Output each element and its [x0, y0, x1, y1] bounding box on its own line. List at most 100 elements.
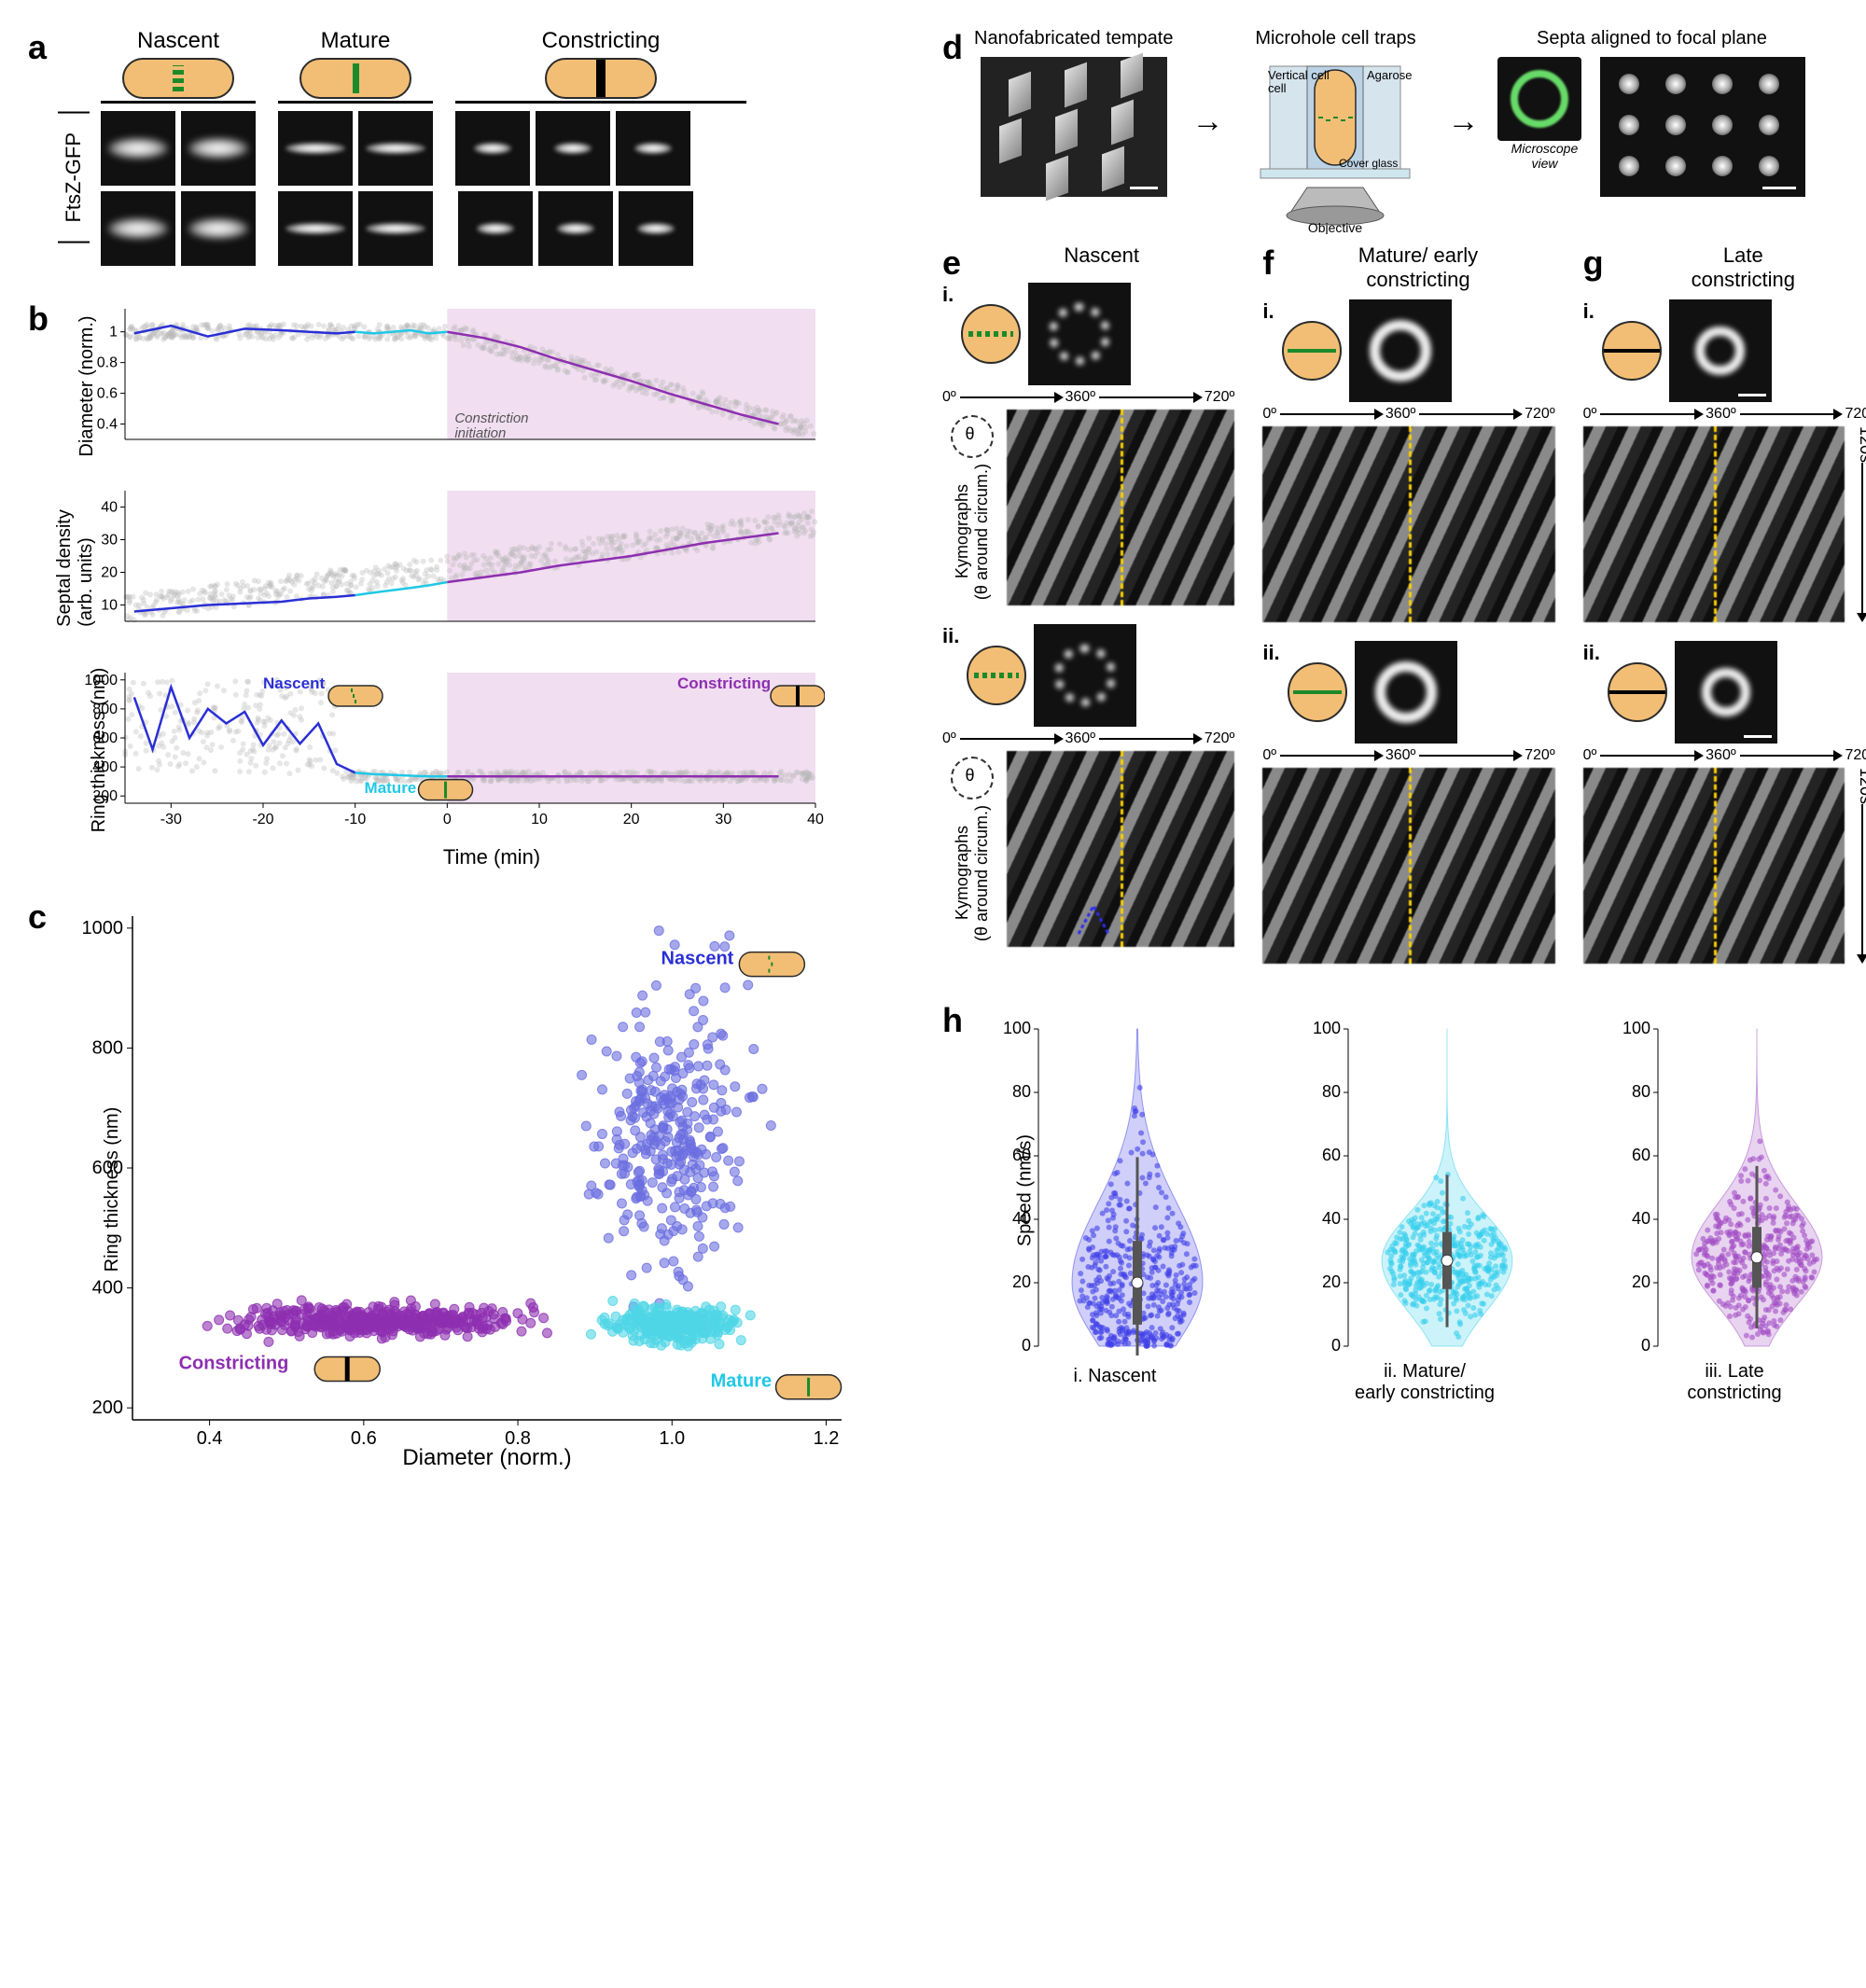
- svg-text:100: 100: [1003, 1020, 1031, 1037]
- svg-text:0.4: 0.4: [97, 417, 118, 433]
- stage-header: Constricting: [542, 28, 661, 54]
- micrograph: [181, 191, 256, 266]
- panel-h-label: h: [942, 1001, 963, 1404]
- micrograph: [458, 191, 533, 266]
- svg-text:20: 20: [1012, 1272, 1031, 1291]
- svg-text:30: 30: [101, 533, 118, 549]
- violin-label: i. Nascent: [1074, 1366, 1157, 1387]
- panel-b: b 0.40.60.81ConstrictioninitiationDiamet…: [28, 299, 924, 869]
- ring-image: [1028, 283, 1131, 385]
- sem-image: [981, 57, 1167, 197]
- violin-label: ii. Mature/early constricting: [1355, 1361, 1495, 1404]
- ring-image: [1669, 299, 1772, 402]
- svg-text:Nascent: Nascent: [661, 948, 734, 968]
- micrograph: [358, 111, 433, 186]
- svg-text:Diameter (norm.): Diameter (norm.): [402, 1445, 571, 1470]
- micrograph: [536, 111, 610, 186]
- svg-text:20: 20: [101, 565, 118, 581]
- svg-text:Mature: Mature: [711, 1371, 773, 1392]
- kymograph: [1262, 768, 1554, 964]
- micrograph: [181, 111, 256, 186]
- svg-text:20: 20: [1632, 1272, 1650, 1291]
- svg-text:80: 80: [1322, 1082, 1341, 1101]
- svg-text:1.0: 1.0: [659, 1428, 685, 1449]
- kymograph: [1007, 410, 1234, 605]
- svg-text:20: 20: [1322, 1272, 1341, 1291]
- svg-text:0: 0: [1022, 1336, 1031, 1355]
- stage-constricting: Constricting: [455, 28, 746, 271]
- panel-d-label: d: [942, 28, 963, 215]
- violin-0: 020406080100Speed (nm/s)i. Nascent: [974, 1020, 1256, 1387]
- theta-icon: [951, 757, 994, 799]
- y-axis-label: Ring thickness (nm): [89, 667, 110, 832]
- stage-column-g: gLateconstrictingi.0º360º720º120sii.0º36…: [1583, 243, 1866, 982]
- trap-diagram: Vertical cellcellAgaroseCover glassObjec…: [1242, 57, 1428, 215]
- x-axis-label: Time (min): [60, 845, 924, 869]
- svg-text:60: 60: [1632, 1146, 1650, 1164]
- svg-text:400: 400: [92, 1278, 123, 1299]
- micrograph: [101, 191, 175, 266]
- svg-text:1000: 1000: [82, 918, 124, 938]
- stage-header: Nascent: [137, 28, 219, 54]
- svg-text:60: 60: [1322, 1146, 1341, 1164]
- micrograph: [101, 111, 175, 186]
- svg-text:10: 10: [101, 598, 118, 614]
- micrograph: [455, 111, 530, 186]
- stage-mature: Mature: [278, 28, 433, 271]
- violin-label: iii. Lateconstricting: [1687, 1361, 1781, 1404]
- svg-text:Nascent: Nascent: [263, 674, 325, 692]
- svg-text:Agarose: Agarose: [1367, 68, 1412, 82]
- ring-image: [1034, 624, 1136, 727]
- y-axis-label: Diameter (norm.): [77, 315, 98, 456]
- svg-text:Vertical cell: Vertical cell: [1268, 68, 1330, 82]
- efg-container: eNascenti.0º360º720ºKymographs(θ around …: [942, 243, 1866, 982]
- microscope-view-inset: [1497, 57, 1581, 141]
- svg-text:1: 1: [109, 325, 118, 341]
- micrograph: [538, 191, 613, 266]
- panel-c-label: c: [28, 897, 47, 1481]
- panel-a: a FtsZ-GFP NascentMatureConstricting: [28, 28, 924, 271]
- svg-text:80: 80: [1632, 1082, 1650, 1101]
- svg-text:40: 40: [807, 812, 824, 827]
- violin-1: 020406080100ii. Mature/early constrictin…: [1284, 1020, 1566, 1404]
- ring-image: [1349, 299, 1452, 402]
- panel-a-content: Nascent Mature Constricting: [101, 28, 924, 271]
- theta-icon: [951, 415, 994, 458]
- kymograph: [1262, 426, 1554, 622]
- kymograph: [1007, 751, 1234, 947]
- figure-root: a FtsZ-GFP NascentMatureConstricting b 0…: [28, 28, 1838, 1481]
- kymograph: [1583, 426, 1845, 622]
- svg-text:0.6: 0.6: [97, 386, 118, 402]
- svg-text:-20: -20: [252, 812, 273, 827]
- svg-text:30: 30: [715, 812, 731, 827]
- panel-a-label: a: [28, 28, 47, 67]
- svg-text:0.4: 0.4: [197, 1428, 223, 1449]
- svg-text:40: 40: [1632, 1209, 1650, 1228]
- stage-column-e: eNascenti.0º360º720ºKymographs(θ around …: [942, 243, 1234, 982]
- svg-text:0: 0: [1641, 1336, 1650, 1355]
- svg-text:Cover glass: Cover glass: [1339, 157, 1398, 170]
- y-axis-label: Septal density(arb. units): [54, 509, 97, 627]
- stage-nascent: Nascent: [101, 28, 256, 271]
- violin-2: 0 20 40 60 80 100 iii. Lateconstricting: [1594, 1020, 1866, 1404]
- svg-text:Constricting: Constricting: [677, 674, 771, 692]
- svg-text:cell: cell: [1268, 81, 1287, 95]
- micrograph: [278, 111, 353, 186]
- septa-grid-image: [1600, 57, 1805, 197]
- kymograph: [1583, 768, 1845, 964]
- svg-text:-10: -10: [344, 812, 366, 827]
- svg-text:-30: -30: [160, 812, 182, 827]
- left-column: a FtsZ-GFP NascentMatureConstricting b 0…: [28, 28, 924, 1481]
- svg-text:0: 0: [443, 812, 452, 827]
- micrograph: [358, 191, 433, 266]
- micrograph: [619, 191, 693, 266]
- panel-h: h 020406080100Speed (nm/s)i. Nascent0204…: [942, 1001, 1866, 1404]
- svg-text:100: 100: [1622, 1020, 1650, 1037]
- panel-h-content: 020406080100Speed (nm/s)i. Nascent020406…: [974, 1001, 1866, 1404]
- stage-column-f: fMature/ earlyconstrictingi.0º360º720ºii…: [1262, 243, 1554, 982]
- panel-c-chart: 0.40.60.81.01.22004006008001000Diameter …: [58, 897, 924, 1481]
- panel-b-charts: 0.40.60.81ConstrictioninitiationDiameter…: [60, 299, 924, 869]
- svg-text:40: 40: [101, 500, 118, 516]
- panel-d-content: Nanofabricated tempate→Microhole cell tr…: [974, 28, 1866, 215]
- ring-image: [1675, 641, 1777, 744]
